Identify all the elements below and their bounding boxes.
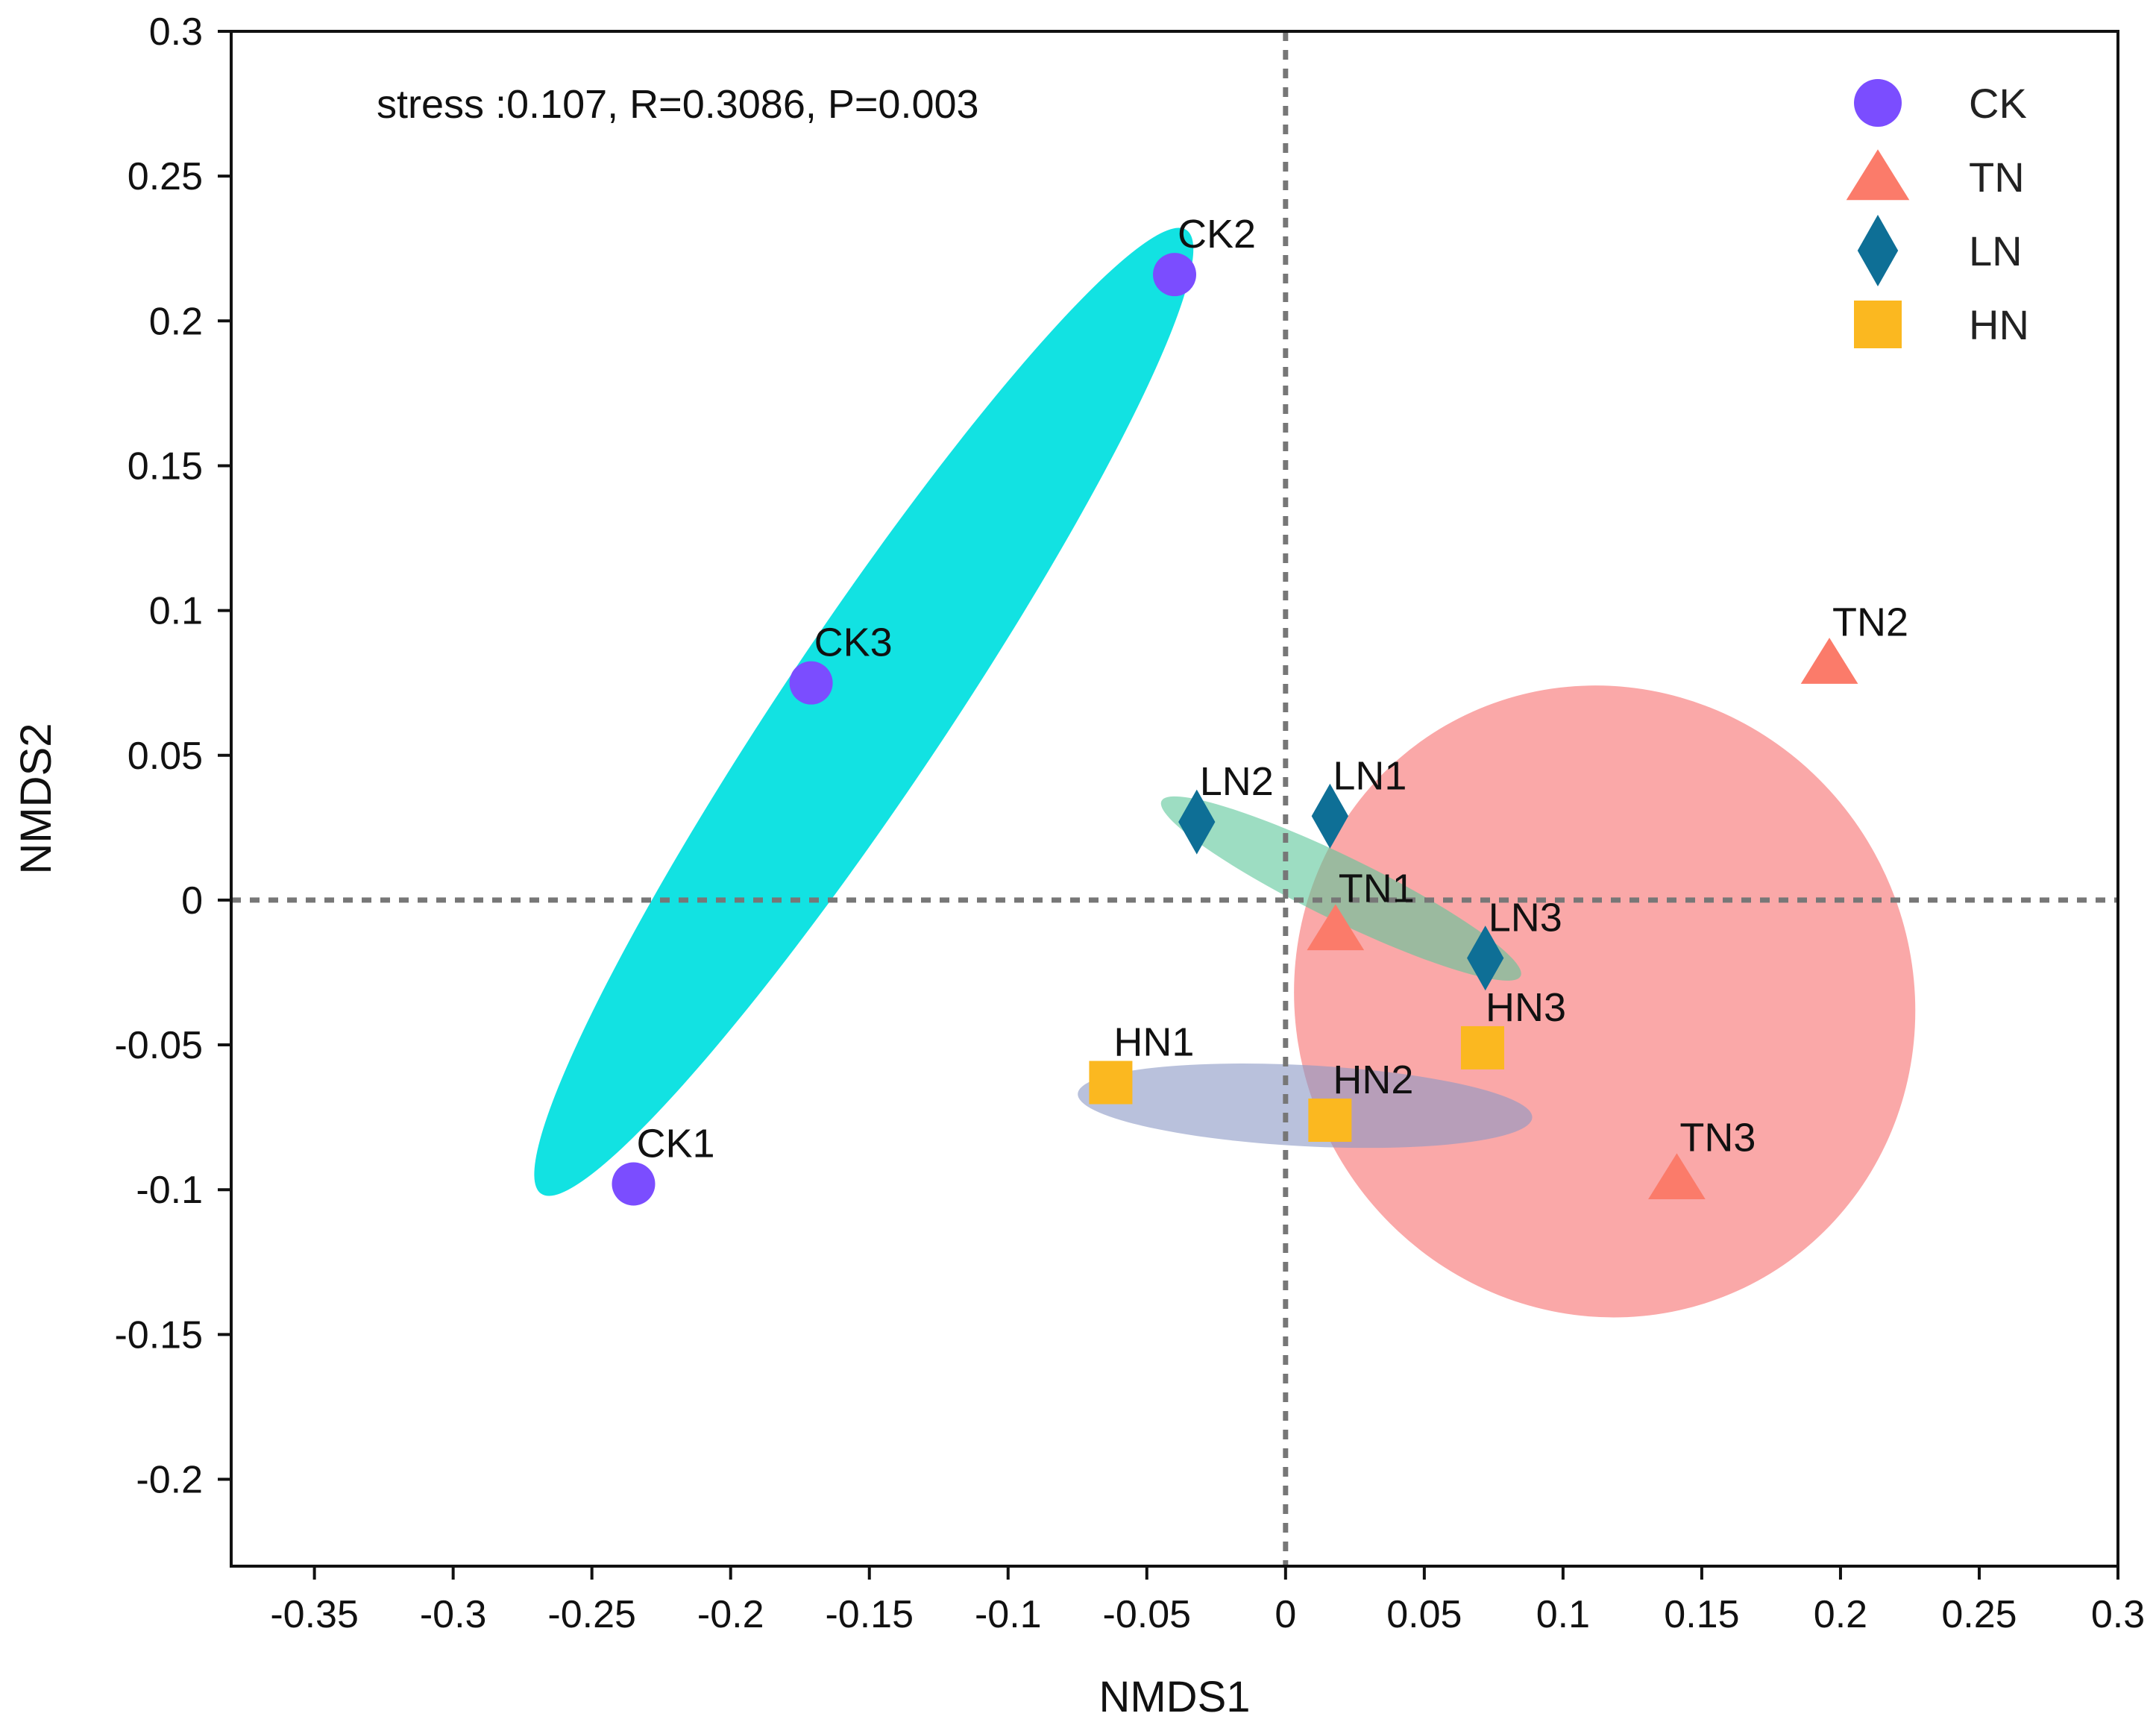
y-tick-label: -0.05 — [114, 1024, 203, 1067]
x-tick-label: -0.1 — [975, 1593, 1042, 1636]
group-ellipses — [534, 227, 1916, 1318]
point-hn1 — [1089, 1061, 1133, 1105]
point-label-ln2: LN2 — [1200, 759, 1274, 804]
x-tick-label: 0.25 — [1941, 1593, 2017, 1636]
x-tick-label: -0.3 — [420, 1593, 487, 1636]
point-label-ck1: CK1 — [636, 1121, 714, 1166]
x-tick-label: 0 — [1275, 1593, 1296, 1636]
y-tick-label: 0.15 — [128, 444, 203, 488]
x-tick-label: -0.2 — [697, 1593, 764, 1636]
ellipse-hn — [1078, 1063, 1533, 1149]
point-label-tn3: TN3 — [1679, 1116, 1756, 1160]
x-axis-title: NMDS1 — [1099, 1673, 1250, 1721]
y-tick-label: 0.1 — [149, 590, 203, 633]
legend-marker-ln — [1857, 215, 1899, 286]
y-axis-ticks: -0.2 -0.15 -0.1 -0.05 0 0.05 0.1 0.15 0.2 0.25 0.3 — [114, 10, 231, 1502]
point-label-tn1: TN1 — [1339, 867, 1415, 911]
legend: CK TN LN HN — [1846, 79, 2029, 348]
x-tick-label: 0.05 — [1386, 1593, 1462, 1636]
point-tn2 — [1800, 638, 1858, 684]
point-ln3 — [1467, 926, 1504, 991]
y-tick-label: 0.2 — [149, 300, 203, 343]
x-tick-label: 0.2 — [1814, 1593, 1867, 1636]
point-ck1 — [612, 1162, 656, 1206]
x-axis-ticks: -0.35 -0.3 -0.25 -0.2 -0.15 -0.1 -0.05 0 0.05 0.1… — [270, 1566, 2145, 1636]
point-tn1 — [1307, 904, 1365, 951]
point-label-hn2: HN2 — [1333, 1058, 1413, 1102]
legend-label-ck: CK — [1969, 80, 2027, 127]
legend-label-hn: HN — [1969, 301, 2029, 348]
point-label-hn3: HN3 — [1486, 985, 1566, 1030]
x-tick-label: 0.1 — [1536, 1593, 1590, 1636]
point-hn2 — [1308, 1099, 1352, 1143]
y-tick-label: 0.05 — [128, 735, 203, 778]
point-hn3 — [1460, 1025, 1504, 1069]
point-ck3 — [789, 661, 833, 705]
point-labels: CK1 CK2 CK3 TN1 TN2 TN3 LN1 LN2 LN3 HN1 HN2 HN3 — [636, 212, 1908, 1166]
plot-frame — [230, 30, 2119, 1568]
point-label-ln1: LN1 — [1333, 753, 1407, 798]
x-tick-label: 0.3 — [2091, 1593, 2145, 1636]
point-tn3 — [1648, 1153, 1706, 1200]
y-tick-label: -0.1 — [136, 1169, 203, 1212]
x-tick-label: -0.15 — [825, 1593, 914, 1636]
ellipse-ln — [1160, 796, 1521, 981]
legend-marker-ck — [1854, 79, 1902, 127]
x-tick-label: -0.05 — [1103, 1593, 1192, 1636]
point-label-ck2: CK2 — [1178, 212, 1256, 257]
legend-marker-hn — [1854, 301, 1902, 348]
point-label-tn2: TN2 — [1832, 600, 1908, 644]
y-tick-label: 0.3 — [149, 10, 203, 54]
x-tick-label: -0.35 — [270, 1593, 359, 1636]
point-label-ln3: LN3 — [1489, 896, 1562, 940]
point-label-ck3: CK3 — [814, 620, 893, 665]
data-points — [612, 253, 1858, 1206]
point-ck2 — [1153, 253, 1196, 297]
reference-lines — [231, 31, 2118, 1566]
point-ln2 — [1178, 789, 1216, 855]
point-label-hn1: HN1 — [1113, 1020, 1194, 1065]
y-tick-label: -0.2 — [136, 1459, 203, 1502]
y-tick-label: 0.25 — [128, 155, 203, 198]
ellipse-tn — [1294, 685, 1916, 1318]
legend-marker-tn — [1846, 149, 1910, 201]
y-tick-label: 0 — [181, 879, 203, 923]
x-tick-label: 0.15 — [1664, 1593, 1739, 1636]
legend-label-tn: TN — [1969, 154, 2025, 201]
y-axis-title: NMDS2 — [12, 723, 60, 874]
ellipse-ck — [534, 227, 1194, 1196]
y-tick-label: -0.15 — [114, 1313, 203, 1357]
point-ln1 — [1311, 783, 1349, 849]
stress-annotation: stress :0.107, R=0.3086, P=0.003 — [377, 82, 979, 127]
legend-label-ln: LN — [1969, 227, 2023, 274]
x-tick-label: -0.25 — [547, 1593, 636, 1636]
